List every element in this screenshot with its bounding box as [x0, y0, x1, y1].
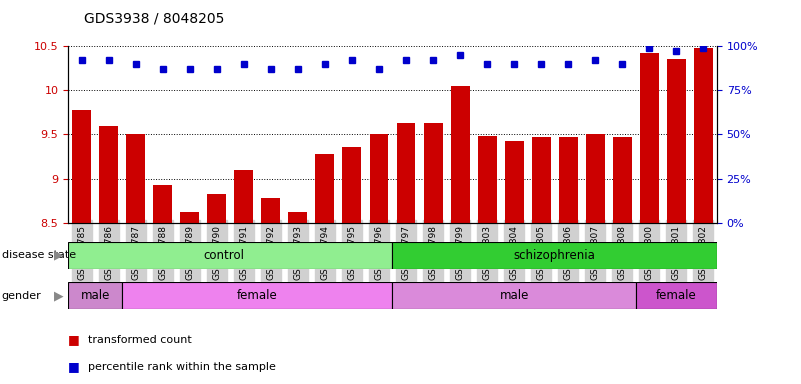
Bar [586, 134, 605, 223]
Text: female: female [237, 289, 278, 302]
Bar [180, 212, 199, 223]
Bar [235, 170, 253, 223]
Text: transformed count: transformed count [88, 335, 192, 345]
Bar [68, 242, 392, 269]
Bar [505, 141, 524, 223]
Bar [392, 242, 717, 269]
Bar [122, 282, 392, 309]
Bar [127, 134, 145, 223]
Text: male: male [80, 289, 110, 302]
Bar [694, 48, 713, 223]
Bar [451, 86, 469, 223]
Bar [207, 194, 226, 223]
Text: schizophrenia: schizophrenia [513, 249, 596, 262]
Text: gender: gender [2, 291, 42, 301]
Bar [288, 212, 308, 223]
Bar [316, 154, 334, 223]
Text: ■: ■ [68, 360, 80, 373]
Bar [343, 147, 361, 223]
Text: female: female [656, 289, 697, 302]
Text: ▶: ▶ [54, 289, 64, 302]
Bar [396, 123, 416, 223]
Bar [261, 198, 280, 223]
Text: ■: ■ [68, 333, 80, 346]
Text: GDS3938 / 8048205: GDS3938 / 8048205 [84, 12, 224, 25]
Bar [667, 60, 686, 223]
Bar [99, 126, 118, 223]
Text: ▶: ▶ [54, 249, 64, 262]
Bar [369, 134, 388, 223]
Bar [68, 282, 122, 309]
Bar [424, 123, 442, 223]
Bar [559, 137, 578, 223]
Bar [613, 137, 632, 223]
Text: disease state: disease state [2, 250, 76, 260]
Bar [532, 137, 550, 223]
Text: control: control [203, 249, 244, 262]
Bar [72, 110, 91, 223]
Text: percentile rank within the sample: percentile rank within the sample [88, 362, 276, 372]
Bar [477, 136, 497, 223]
Bar [636, 282, 717, 309]
Text: male: male [500, 289, 529, 302]
Bar [392, 282, 636, 309]
Bar [640, 53, 658, 223]
Bar [153, 185, 172, 223]
